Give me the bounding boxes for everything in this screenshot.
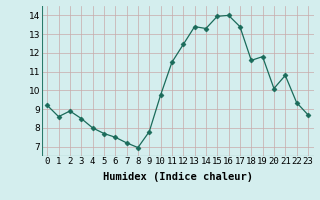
X-axis label: Humidex (Indice chaleur): Humidex (Indice chaleur) xyxy=(103,172,252,182)
